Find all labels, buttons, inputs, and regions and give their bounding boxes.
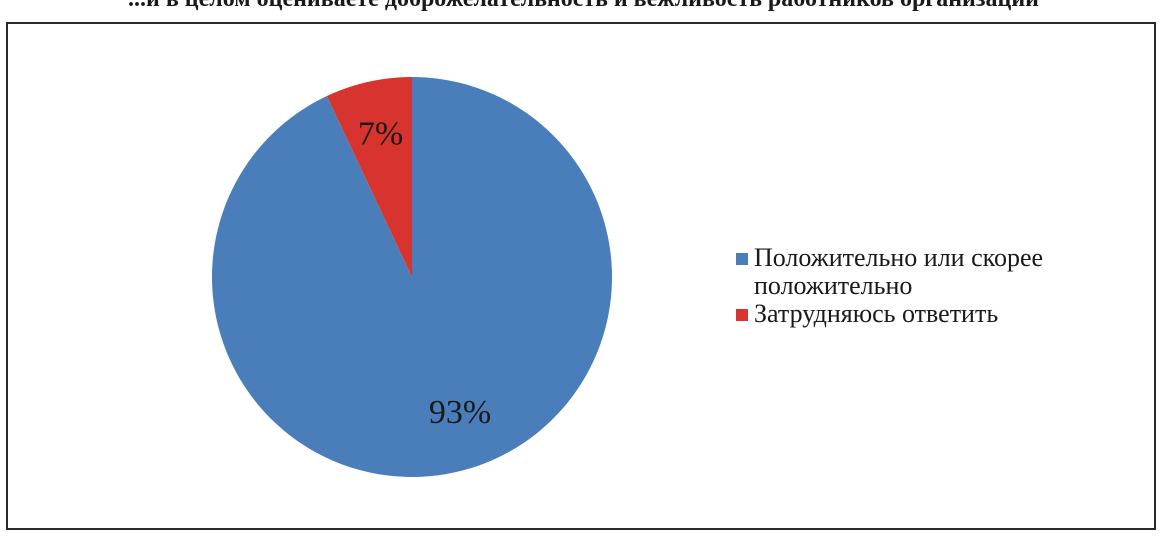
legend-label-positive: Положительно или скорее положительно — [754, 243, 1044, 300]
pie-chart: 93% 7% — [211, 77, 613, 477]
chart-frame: 93% 7% Положительно или скорее положитель… — [6, 22, 1156, 530]
pie-slice-undecided — [326, 77, 412, 277]
chart-legend: Положительно или скорее положительно Зат… — [736, 244, 1116, 328]
pie-label-positive: 93% — [429, 394, 491, 431]
legend-item-undecided: Затрудняюсь ответить — [736, 300, 1116, 328]
chart-caption: ...и в целом оцениваете доброжелательнос… — [0, 0, 1167, 12]
legend-item-positive: Положительно или скорее положительно — [736, 244, 1116, 300]
legend-label-undecided: Затрудняюсь ответить — [754, 299, 999, 328]
legend-swatch-positive — [736, 253, 748, 265]
pie-label-undecided: 7% — [358, 115, 403, 152]
legend-swatch-undecided — [736, 309, 748, 321]
